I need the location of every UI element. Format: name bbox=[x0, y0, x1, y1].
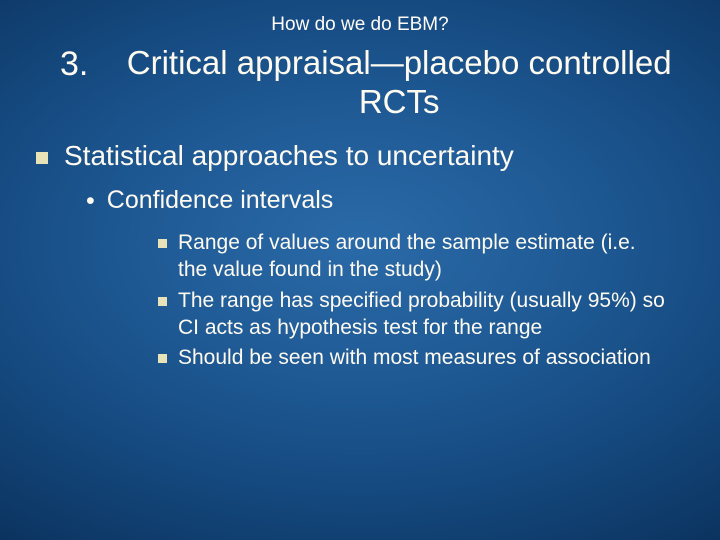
dot-bullet-icon: • bbox=[86, 186, 95, 216]
title-row: 3. Critical appraisal—placebo controlled… bbox=[32, 44, 688, 122]
bullet-level-2: • Confidence intervals bbox=[86, 186, 688, 216]
bullet-level-3: Should be seen with most measures of ass… bbox=[158, 345, 668, 372]
bullet-level-3: Range of values around the sample estima… bbox=[158, 230, 668, 284]
lvl3-text-0: Range of values around the sample estima… bbox=[178, 230, 668, 284]
square-bullet-small-icon bbox=[158, 354, 167, 363]
supertitle: How do we do EBM? bbox=[32, 14, 688, 36]
bullet-level-3: The range has specified probability (usu… bbox=[158, 288, 668, 342]
square-bullet-icon bbox=[36, 152, 48, 164]
lvl3-text-2: Should be seen with most measures of ass… bbox=[178, 345, 668, 372]
square-bullet-small-icon bbox=[158, 239, 167, 248]
square-bullet-small-icon bbox=[158, 297, 167, 306]
slide: How do we do EBM? 3. Critical appraisal—… bbox=[0, 0, 720, 540]
bullet-level-1: Statistical approaches to uncertainty bbox=[36, 140, 688, 172]
lvl3-text-1: The range has specified probability (usu… bbox=[178, 288, 668, 342]
lvl1-text: Statistical approaches to uncertainty bbox=[64, 140, 688, 172]
lvl2-text: Confidence intervals bbox=[107, 186, 688, 215]
title-number: 3. bbox=[60, 44, 88, 85]
title-text: Critical appraisal—placebo controlled RC… bbox=[110, 44, 688, 122]
